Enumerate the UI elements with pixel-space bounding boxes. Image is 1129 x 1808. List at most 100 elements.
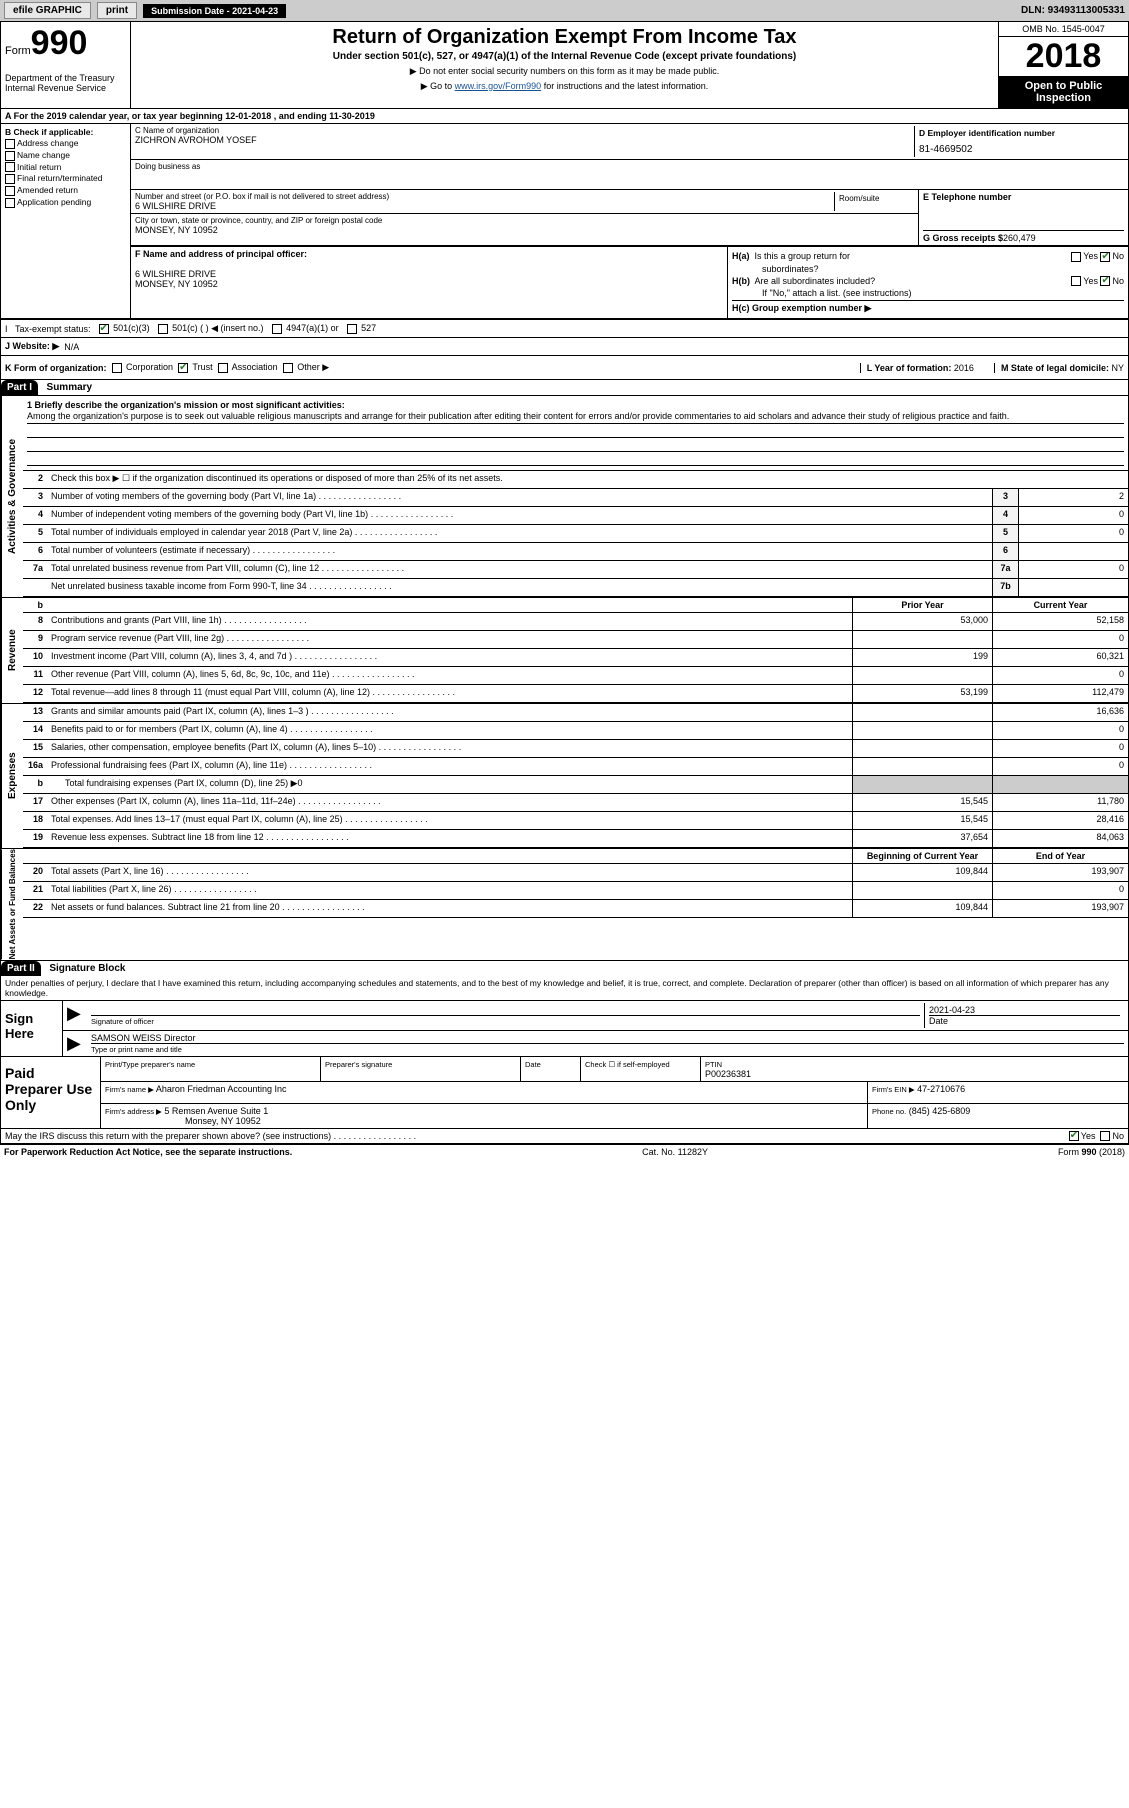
chk-501c[interactable]: 501(c) ( ) ◀ (insert no.)	[158, 323, 264, 334]
eoy-hdr: End of Year	[992, 849, 1128, 863]
irs-discuss: May the IRS discuss this return with the…	[5, 1131, 416, 1142]
chk-name[interactable]: Name change	[5, 150, 126, 161]
ptin-label: PTIN	[705, 1060, 722, 1069]
curr-val: 0	[992, 758, 1128, 775]
prior-val: 53,000	[852, 613, 992, 630]
line-box: 3	[992, 489, 1018, 506]
prior-val: 109,844	[852, 900, 992, 917]
footer-cat: Cat. No. 11282Y	[642, 1147, 708, 1157]
table-row: b Total fundraising expenses (Part IX, c…	[23, 776, 1128, 794]
i-label: I Tax-exempt status:	[5, 324, 91, 334]
e-label: E Telephone number	[923, 192, 1124, 202]
chk-yes[interactable]	[1069, 1131, 1079, 1141]
chk-assoc[interactable]: Association	[218, 362, 278, 373]
note2-post: for instructions and the latest informat…	[541, 81, 708, 91]
type-label: Type or print name and title	[91, 1045, 182, 1054]
f-label: F Name and address of principal officer:	[135, 249, 723, 259]
form-word: Form	[5, 45, 31, 57]
prep-sig-label: Preparer's signature	[325, 1060, 392, 1069]
line-text: Total unrelated business revenue from Pa…	[47, 561, 992, 578]
line-box: 4	[992, 507, 1018, 524]
dept-label: Department of the Treasury Internal Reve…	[5, 73, 126, 93]
line-text: Investment income (Part VIII, column (A)…	[47, 649, 852, 666]
city-value: MONSEY, NY 10952	[135, 225, 914, 235]
m-val: NY	[1111, 363, 1124, 373]
table-row: 18 Total expenses. Add lines 13–17 (must…	[23, 812, 1128, 830]
chk-final[interactable]: Final return/terminated	[5, 173, 126, 184]
curr-val: 11,780	[992, 794, 1128, 811]
submission-date: Submission Date - 2021-04-23	[143, 4, 286, 18]
curr-val: 0	[992, 722, 1128, 739]
line-text: Total expenses. Add lines 13–17 (must eq…	[47, 812, 852, 829]
line-val: 0	[1018, 525, 1128, 542]
form-subtitle: Under section 501(c), 527, or 4947(a)(1)…	[135, 51, 994, 62]
firm-addr1: 5 Remsen Avenue Suite 1	[164, 1106, 268, 1116]
g-label: G Gross receipts $	[923, 233, 1003, 243]
table-row: 10 Investment income (Part VIII, column …	[23, 649, 1128, 667]
m-label: M State of legal domicile:	[1001, 363, 1109, 373]
print-button[interactable]: print	[97, 2, 137, 19]
table-row: 13 Grants and similar amounts paid (Part…	[23, 704, 1128, 722]
line-text: Total number of individuals employed in …	[47, 525, 992, 542]
prior-val: 37,654	[852, 830, 992, 847]
tax-year: 2018	[999, 37, 1128, 76]
c-name-label: C Name of organization	[135, 126, 914, 135]
line-text: Revenue less expenses. Subtract line 18 …	[47, 830, 852, 847]
line-box: 5	[992, 525, 1018, 542]
table-row: 4 Number of independent voting members o…	[23, 507, 1128, 525]
chk-501c3[interactable]: 501(c)(3)	[99, 323, 150, 334]
f-addr1: 6 WILSHIRE DRIVE	[135, 269, 723, 279]
line-text: Salaries, other compensation, employee b…	[47, 740, 852, 757]
line-text: Benefits paid to or for members (Part IX…	[47, 722, 852, 739]
line-box: 7b	[992, 579, 1018, 596]
irs-link[interactable]: www.irs.gov/Form990	[455, 81, 542, 91]
chk-trust[interactable]: Trust	[178, 362, 213, 373]
curr-val: 112,479	[992, 685, 1128, 702]
chk-initial[interactable]: Initial return	[5, 162, 126, 173]
chk-amended[interactable]: Amended return	[5, 185, 126, 196]
line-val: 0	[1018, 507, 1128, 524]
hb-note: If "No," attach a list. (see instruction…	[732, 288, 1124, 298]
part1-title: Summary	[47, 382, 93, 393]
line-val	[1018, 579, 1128, 596]
preparer-label: Paid Preparer Use Only	[1, 1057, 101, 1128]
table-row: 15 Salaries, other compensation, employe…	[23, 740, 1128, 758]
org-name: ZICHRON AVROHOM YOSEF	[135, 135, 914, 145]
sig-date-val: 2021-04-23	[929, 1005, 1120, 1015]
q1-label: 1 Briefly describe the organization's mi…	[27, 400, 345, 410]
street-address: 6 WILSHIRE DRIVE	[135, 201, 834, 211]
chk-no[interactable]	[1100, 1131, 1110, 1141]
prior-year-hdr: Prior Year	[852, 598, 992, 612]
table-row: 11 Other revenue (Part VIII, column (A),…	[23, 667, 1128, 685]
chk-4947[interactable]: 4947(a)(1) or	[272, 323, 339, 334]
table-row: 8 Contributions and grants (Part VIII, l…	[23, 613, 1128, 631]
curr-val: 193,907	[992, 900, 1128, 917]
prior-val	[852, 882, 992, 899]
chk-pending[interactable]: Application pending	[5, 197, 126, 208]
firm-ein: 47-2710676	[917, 1084, 965, 1094]
sign-here-label: Sign Here	[1, 1001, 63, 1056]
d-label: D Employer identification number	[919, 128, 1120, 138]
line-text: Program service revenue (Part VIII, line…	[47, 631, 852, 648]
omb-number: OMB No. 1545-0047	[999, 22, 1128, 37]
chk-address[interactable]: Address change	[5, 138, 126, 149]
chk-other[interactable]: Other ▶	[283, 362, 329, 373]
firm-name-label: Firm's name ▶	[105, 1085, 154, 1094]
line-box: 7a	[992, 561, 1018, 578]
line-text: Total liabilities (Part X, line 26)	[47, 882, 852, 899]
check-self[interactable]: Check ☐ if self-employed	[585, 1060, 670, 1069]
dln-label: DLN: 93493113005331	[1021, 5, 1125, 16]
prior-val: 53,199	[852, 685, 992, 702]
table-row: 5 Total number of individuals employed i…	[23, 525, 1128, 543]
note2-pre: ▶ Go to	[421, 81, 455, 91]
b-label: B Check if applicable:	[5, 127, 126, 137]
curr-val: 193,907	[992, 864, 1128, 881]
prior-val	[852, 722, 992, 739]
footer-left: For Paperwork Reduction Act Notice, see …	[4, 1147, 292, 1157]
curr-val: 60,321	[992, 649, 1128, 666]
footer-right: Form 990 (2018)	[1058, 1147, 1125, 1157]
phone-val: (845) 425-6809	[909, 1106, 971, 1116]
chk-corp[interactable]: Corporation	[112, 362, 174, 373]
chk-527[interactable]: 527	[347, 323, 377, 334]
row-a-text: A For the 2019 calendar year, or tax yea…	[5, 111, 375, 121]
